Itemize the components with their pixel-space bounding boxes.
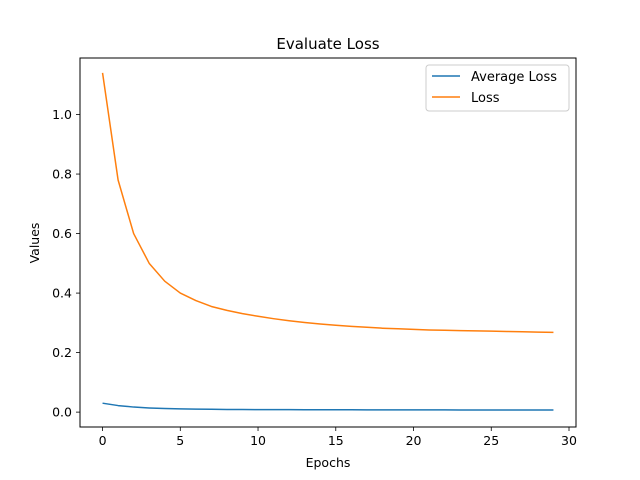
series-lines — [101, 72, 554, 411]
y-tick-label: 0.0 — [52, 405, 72, 420]
x-tick-label: 30 — [561, 433, 577, 448]
x-tick-label: 20 — [406, 433, 422, 448]
x-axis-ticks: 0 5 10 15 20 25 30 — [99, 427, 577, 448]
chart-title: Evaluate Loss — [276, 35, 379, 53]
y-axis-ticks: 0.0 0.2 0.4 0.6 0.8 1.0 — [52, 107, 80, 420]
y-tick-label: 0.6 — [52, 226, 72, 241]
x-tick-label: 25 — [483, 433, 499, 448]
y-axis-label: Values — [27, 223, 42, 264]
legend-label-average-loss: Average Loss — [471, 70, 557, 85]
x-axis-label: Epochs — [306, 455, 351, 470]
legend-box — [425, 64, 570, 112]
series-line-loss — [101, 72, 554, 334]
y-tick-label: 0.2 — [52, 345, 72, 360]
x-tick-label: 15 — [328, 433, 344, 448]
plot-frame — [79, 57, 577, 428]
y-tick-label: 0.8 — [52, 167, 72, 182]
y-tick-label: 0.4 — [52, 286, 72, 301]
x-tick-label: 5 — [176, 433, 184, 448]
legend-label-loss: Loss — [471, 91, 500, 106]
x-tick-label: 10 — [250, 433, 266, 448]
x-tick-label: 0 — [99, 433, 107, 448]
legend: Average Loss Loss — [425, 64, 570, 112]
series-line-average-loss — [102, 402, 554, 411]
y-tick-label: 1.0 — [52, 107, 72, 122]
plot-area — [80, 58, 576, 427]
